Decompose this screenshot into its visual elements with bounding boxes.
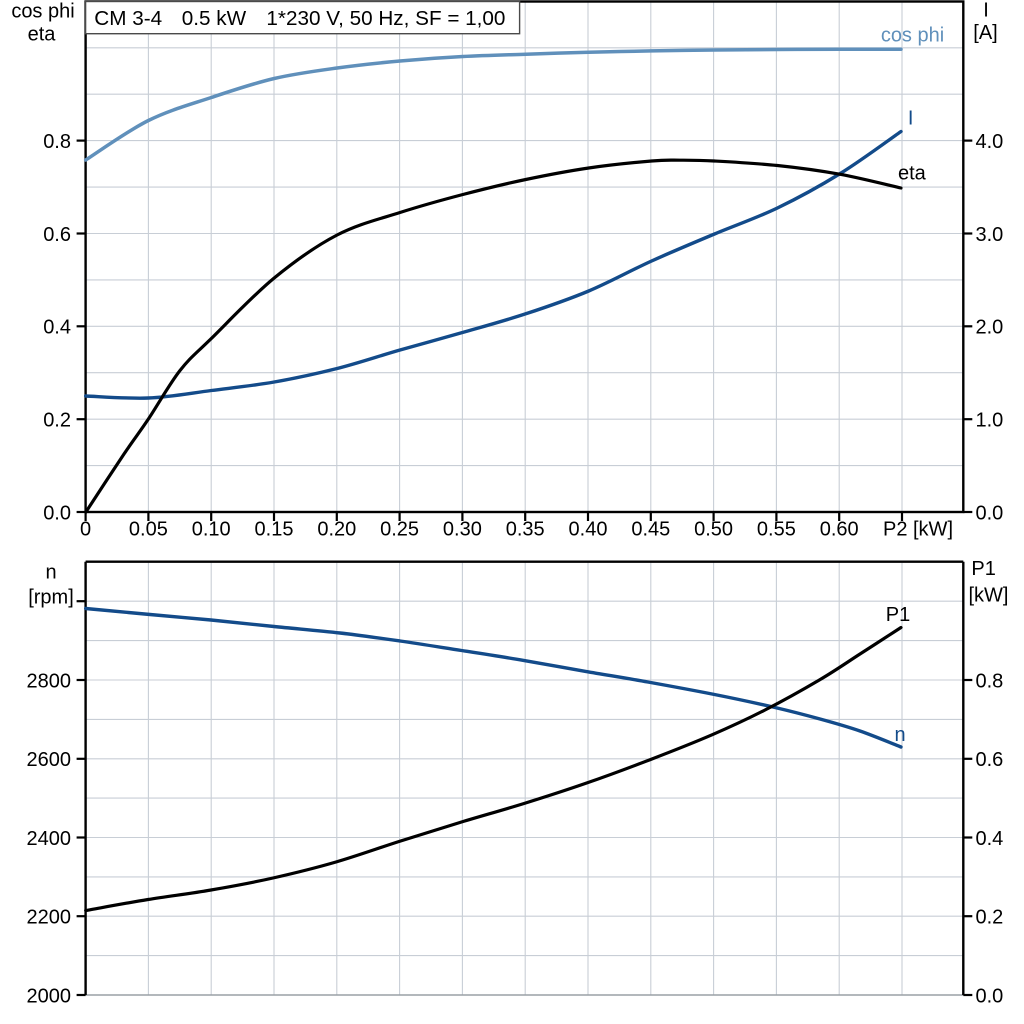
svg-text:4.0: 4.0 [976,131,1004,153]
svg-text:[kW]: [kW] [969,585,1009,607]
svg-text:0.5 kW: 0.5 kW [182,7,247,30]
svg-text:0.0: 0.0 [976,502,1004,524]
svg-text:2.0: 2.0 [976,317,1004,339]
svg-text:0.0: 0.0 [976,985,1004,1007]
svg-text:2600: 2600 [27,749,72,771]
svg-text:2400: 2400 [27,828,72,850]
svg-text:2800: 2800 [27,670,72,692]
svg-text:2000: 2000 [27,985,72,1007]
svg-text:0.45: 0.45 [631,519,670,541]
svg-text:0.10: 0.10 [192,519,231,541]
svg-text:0.4: 0.4 [43,317,71,339]
svg-text:1.0: 1.0 [976,410,1004,432]
svg-text:P1: P1 [971,558,995,580]
svg-text:0.15: 0.15 [255,519,294,541]
svg-text:[rpm]: [rpm] [28,587,74,609]
svg-text:0.05: 0.05 [129,519,168,541]
svg-text:0.8: 0.8 [976,670,1004,692]
svg-text:0.50: 0.50 [694,519,733,541]
svg-text:eta: eta [28,24,57,46]
svg-text:0.40: 0.40 [569,519,608,541]
svg-text:0.60: 0.60 [820,519,859,541]
svg-text:cos phi: cos phi [881,25,944,47]
svg-text:2200: 2200 [27,907,72,929]
svg-text:I: I [983,0,989,22]
svg-text:0.35: 0.35 [506,519,545,541]
svg-text:0.4: 0.4 [976,828,1004,850]
svg-text:CM 3-4: CM 3-4 [94,7,162,30]
svg-text:0.8: 0.8 [43,131,71,153]
svg-text:0.0: 0.0 [43,502,71,524]
svg-text:3.0: 3.0 [976,224,1004,246]
svg-text:0: 0 [80,519,91,541]
svg-text:0.55: 0.55 [757,519,796,541]
svg-text:0.20: 0.20 [317,519,356,541]
svg-text:I: I [908,108,914,130]
svg-text:[A]: [A] [973,22,997,44]
svg-text:eta: eta [898,163,927,185]
svg-text:n: n [45,562,56,584]
svg-text:0.6: 0.6 [43,224,71,246]
svg-text:0.30: 0.30 [443,519,482,541]
svg-text:P2 [kW]: P2 [kW] [883,519,953,541]
svg-text:0.6: 0.6 [976,749,1004,771]
svg-text:P1: P1 [886,604,910,626]
svg-text:cos phi: cos phi [11,1,74,23]
svg-text:1*230 V, 50 Hz, SF = 1,00: 1*230 V, 50 Hz, SF = 1,00 [266,7,505,30]
svg-text:0.2: 0.2 [43,410,71,432]
svg-text:n: n [894,724,905,746]
svg-text:0.25: 0.25 [380,519,419,541]
svg-text:0.2: 0.2 [976,907,1004,929]
